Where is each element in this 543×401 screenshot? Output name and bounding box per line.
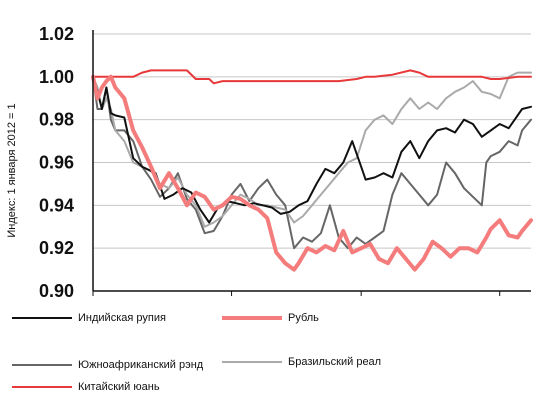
legend-swatch-zar xyxy=(12,364,72,366)
axes xyxy=(92,30,531,296)
legend-label-brl: Бразильский реал xyxy=(288,356,382,368)
line-chart: 0.900.920.940.960.981.001.02 ЯнварьФевра… xyxy=(6,24,533,300)
grid-lines xyxy=(93,33,531,249)
legend-label-cny: Китайский юань xyxy=(78,381,160,393)
legend-item-cny: Китайский юань xyxy=(12,379,160,395)
y-tick-0.90: 0.90 xyxy=(39,281,74,300)
y-tick-1.00: 1.00 xyxy=(39,67,74,87)
legend-label-rub: Рубль xyxy=(288,312,319,324)
y-tick-0.96: 0.96 xyxy=(39,153,74,173)
y-tick-1.02: 1.02 xyxy=(39,24,74,44)
y-tick-labels: 0.90 0.92 0.94 0.96 0.98 1.00 1.02 xyxy=(39,24,74,300)
legend-item-brl: Бразильский реал xyxy=(222,354,381,370)
legend-item-inr: Индийская рупия xyxy=(12,310,166,326)
y-tick-0.92: 0.92 xyxy=(39,238,74,258)
legend-label-zar: Южноафриканский рэнд xyxy=(78,359,204,371)
legend-label-inr: Индийская рупия xyxy=(78,312,166,324)
y-tick-0.98: 0.98 xyxy=(39,110,74,130)
legend-item-rub: Рубль xyxy=(222,310,319,326)
y-tick-0.94: 0.94 xyxy=(39,195,74,215)
y-axis-label: Индекс: 1 января 2012 = 1 xyxy=(6,103,18,237)
legend: Индийская рупия Рубль Южноафриканский рэ… xyxy=(0,300,543,400)
legend-swatch-rub xyxy=(222,316,282,320)
series-lines xyxy=(91,69,533,272)
series-line-rub xyxy=(91,74,533,272)
series-line-brl xyxy=(92,71,532,228)
series-line-inr xyxy=(92,75,532,224)
series-line-cny xyxy=(92,69,532,85)
legend-item-zar: Южноафриканский рэнд xyxy=(12,357,203,373)
legend-swatch-brl xyxy=(222,361,282,363)
legend-swatch-inr xyxy=(12,317,72,319)
series-line-zar xyxy=(92,75,532,250)
legend-swatch-cny xyxy=(12,386,72,388)
